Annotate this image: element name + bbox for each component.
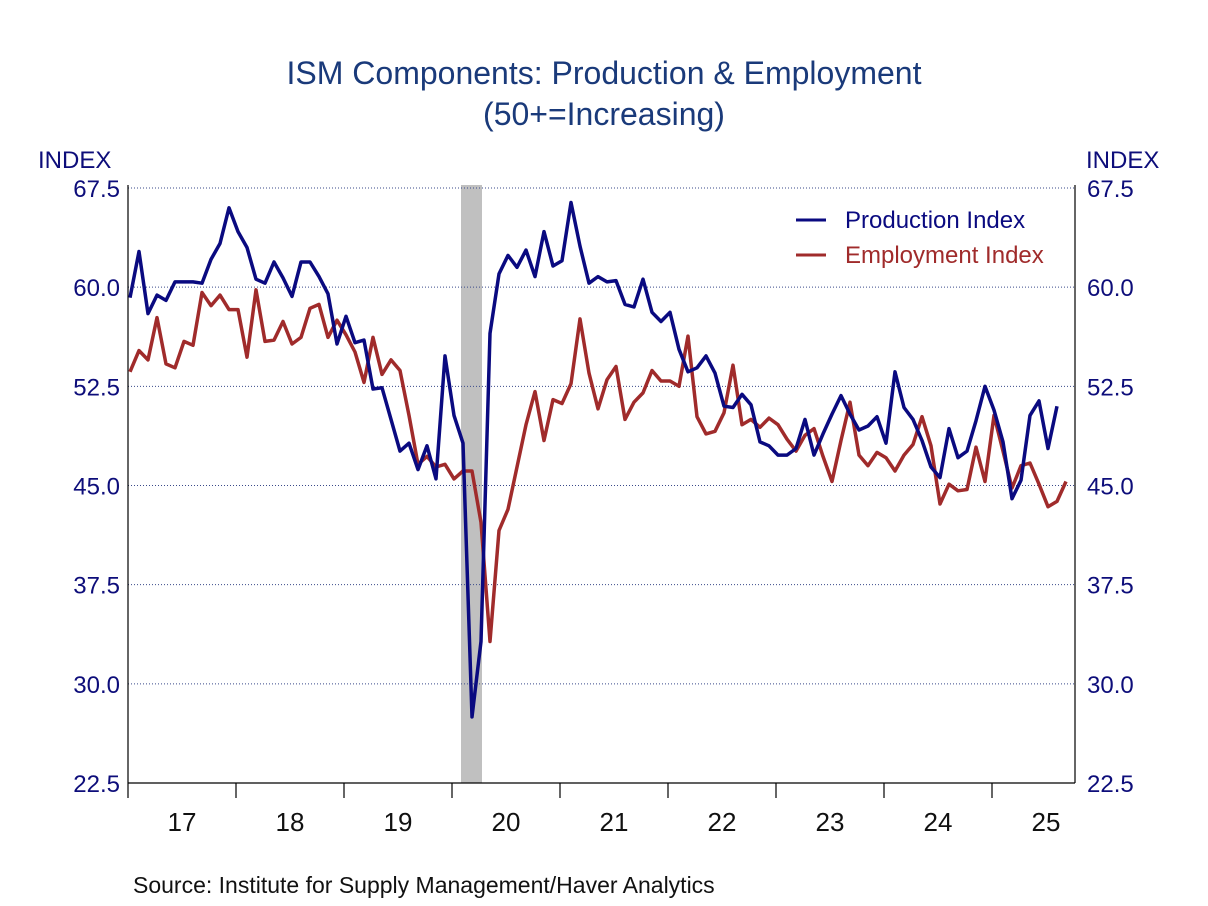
x-tick-label: 21 [600,807,629,837]
y-axis-left: 67.5 60.0 52.5 45.0 37.5 30.0 22.5 [73,176,120,798]
x-tick-label: 17 [168,807,197,837]
y-tick-label-right: 30.0 [1087,672,1134,699]
y-axis-label-left: INDEX [38,147,112,174]
x-tick-label: 19 [384,807,413,837]
x-tick-label: 24 [924,807,953,837]
employment-index-line [128,288,1068,644]
source-note: Source: Institute for Supply Management/… [133,872,715,898]
gridlines [128,187,1075,685]
chart-subtitle: (50+=Increasing) [483,96,725,132]
chart-title: ISM Components: Production & Employment [286,55,922,91]
y-axis-right: 67.5 60.0 52.5 45.0 37.5 30.0 22.5 [1087,176,1134,798]
x-tick-label: 18 [276,807,305,837]
y-tick-label-left: 22.5 [73,771,120,798]
y-tick-label-right: 67.5 [1087,176,1134,203]
x-tick-label: 25 [1032,807,1061,837]
production-index-line [128,200,1059,719]
legend: Production Index Employment Index [796,207,1044,269]
legend-label-production: Production Index [845,207,1025,234]
y-tick-label-left: 52.5 [73,374,120,401]
y-tick-label-right: 52.5 [1087,374,1134,401]
series-lines [128,200,1068,719]
legend-label-employment: Employment Index [845,242,1044,269]
y-tick-label-right: 45.0 [1087,474,1134,501]
y-tick-label-right: 60.0 [1087,275,1134,302]
x-tick-label: 22 [708,807,737,837]
recession-shading-layer [461,185,482,783]
x-axis: 17 18 19 20 21 22 23 24 25 [127,185,1076,837]
recession-bar [461,185,482,783]
y-tick-label-left: 67.5 [73,176,120,203]
x-tick-label: 23 [816,807,845,837]
y-axis-label-right: INDEX [1086,147,1160,174]
y-tick-label-right: 37.5 [1087,573,1134,600]
y-tick-label-right: 22.5 [1087,771,1134,798]
y-tick-label-left: 45.0 [73,474,120,501]
y-tick-label-left: 30.0 [73,672,120,699]
y-tick-label-left: 60.0 [73,275,120,302]
y-tick-label-left: 37.5 [73,573,120,600]
x-tick-label: 20 [492,807,521,837]
